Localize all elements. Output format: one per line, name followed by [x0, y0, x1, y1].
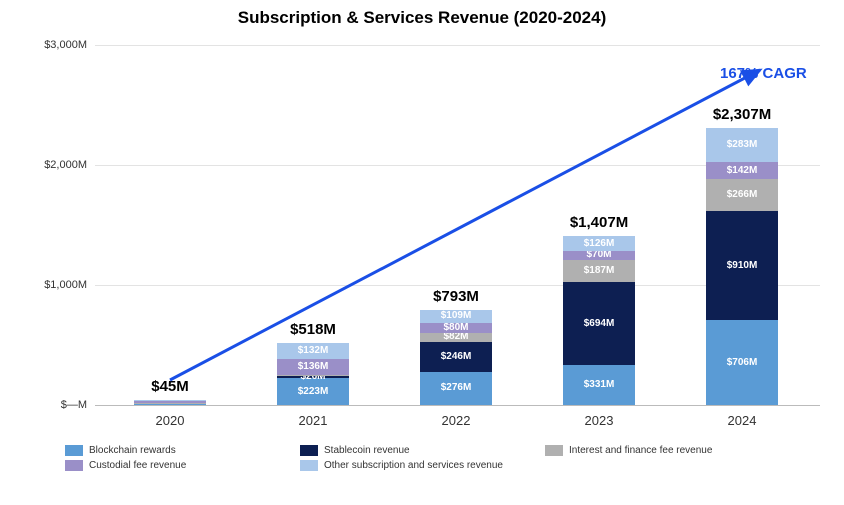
cagr-label: 167% CAGR [720, 65, 807, 82]
bar: $331M $694M $187M $70M $126M [563, 0, 635, 405]
y-axis-tick-label: $1,000M [17, 279, 87, 291]
bar: $276M $246M $82M$80M $109M [420, 0, 492, 405]
legend-item: Custodial fee revenue [65, 460, 186, 471]
bar-segment: $187M [563, 260, 635, 282]
bar-segment: $910M [706, 211, 778, 320]
x-axis-baseline [95, 405, 820, 406]
bar-total-label: $1,407M [529, 214, 669, 231]
x-axis-category-label: 2022 [406, 413, 506, 428]
x-axis-category-label: 2020 [120, 413, 220, 428]
bar-segment-label: $136M [277, 362, 349, 372]
bar: $706M $910M $266M $142M $283M [706, 0, 778, 405]
x-axis-category-label: 2021 [263, 413, 363, 428]
bar-segment-label: $283M [706, 140, 778, 150]
bar-total-label: $2,307M [672, 106, 812, 123]
legend-label: Other subscription and services revenue [324, 460, 503, 471]
bar-segment-label: $331M [563, 380, 635, 390]
legend-swatch [300, 445, 318, 456]
bar-segment: $706M [706, 320, 778, 405]
bar-segment: $70M [563, 251, 635, 259]
bar-segment-label: $82M [420, 332, 492, 342]
bar-segment: $276M [420, 372, 492, 405]
bar-segment-label: $706M [706, 358, 778, 368]
bar-segment-label: $109M [420, 311, 492, 321]
y-axis-tick-label: $—M [17, 399, 87, 411]
bar-segment-label: $132M [277, 346, 349, 356]
bar-segment [134, 404, 206, 405]
bar-segment: $26M [277, 375, 349, 378]
bar-segment-label: $187M [563, 266, 635, 276]
bar-segment-label: $694M [563, 319, 635, 329]
y-axis-tick-label: $3,000M [17, 39, 87, 51]
bar-segment-label: $910M [706, 261, 778, 271]
legend-label: Interest and finance fee revenue [569, 445, 712, 456]
bar-total-label: $45M [100, 378, 240, 395]
bar-segment: $331M [563, 365, 635, 405]
bar-segment: $80M [420, 323, 492, 333]
bar-total-label: $518M [243, 321, 383, 338]
legend-swatch [545, 445, 563, 456]
bar-segment-label: $276M [420, 383, 492, 393]
x-axis-category-label: 2024 [692, 413, 792, 428]
bar-segment: $142M [706, 162, 778, 179]
legend-swatch [65, 460, 83, 471]
bar-segment: $126M [563, 236, 635, 251]
legend-label: Stablecoin revenue [324, 445, 410, 456]
bar-segment: $266M [706, 179, 778, 211]
bar-segment-label: $126M [563, 239, 635, 249]
bar-segment [134, 401, 206, 403]
bar-segment [134, 400, 206, 401]
legend-item: Blockchain rewards [65, 445, 176, 456]
bar-segment: $132M [277, 343, 349, 359]
bar-segment: $694M [563, 282, 635, 365]
legend-swatch [65, 445, 83, 456]
legend-swatch [300, 460, 318, 471]
bar-segment: $246M [420, 342, 492, 372]
bar-segment: $136M [277, 359, 349, 375]
bar-segment-label: $266M [706, 190, 778, 200]
legend-item: Other subscription and services revenue [300, 460, 503, 471]
y-axis-tick-label: $2,000M [17, 159, 87, 171]
x-axis-category-label: 2023 [549, 413, 649, 428]
bar-segment-label: $223M [277, 387, 349, 397]
bar-total-label: $793M [386, 288, 526, 305]
legend-label: Blockchain rewards [89, 445, 176, 456]
bar-segment: $283M [706, 128, 778, 162]
bar [134, 0, 206, 405]
bar-segment-label: $246M [420, 352, 492, 362]
bar-segment: $223M [277, 378, 349, 405]
bar-segment-label: $80M [420, 323, 492, 333]
legend-item: Interest and finance fee revenue [545, 445, 712, 456]
bar: $223M $26M $136M $132M [277, 0, 349, 405]
legend-label: Custodial fee revenue [89, 460, 186, 471]
legend-item: Stablecoin revenue [300, 445, 410, 456]
bar-segment: $82M [420, 333, 492, 343]
bar-segment: $109M [420, 310, 492, 323]
bar-segment-label: $142M [706, 166, 778, 176]
bar-segment-label: $70M [563, 250, 635, 260]
